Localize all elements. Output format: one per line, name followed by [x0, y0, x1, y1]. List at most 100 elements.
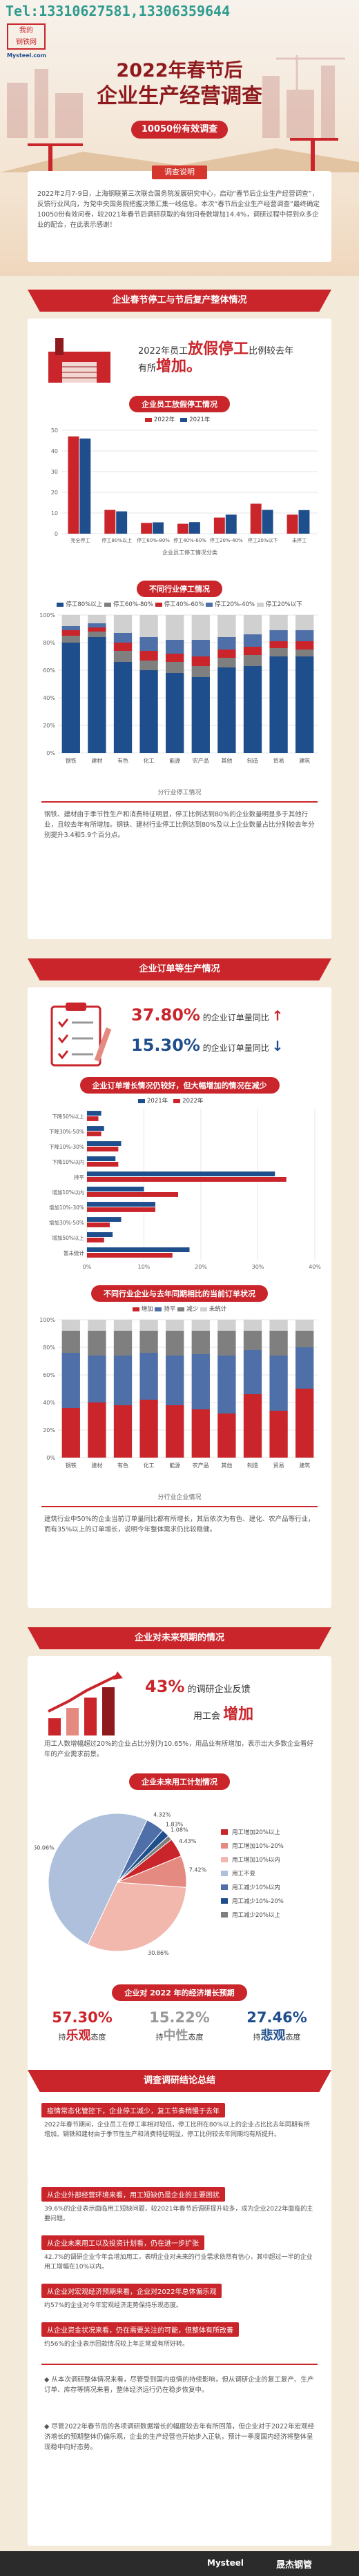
- stack-segment: [88, 632, 106, 637]
- stack-segment: [113, 1331, 133, 1356]
- legend-entry: 减少: [186, 1306, 200, 1313]
- chart-stop-work: 0 10 20 30 40 50 完全停工 停工80%以上 停工60%-80% 停工40%-60%…: [51, 427, 318, 556]
- legend-2021: 2021年: [189, 416, 211, 423]
- chart3-subtitle: 企业订单增长情况仍较好，但大幅增加的情况在减少: [28, 1077, 331, 1094]
- stack-segment: [113, 1405, 133, 1458]
- stack-segment: [269, 1411, 288, 1458]
- stack-segment: [191, 677, 210, 753]
- legend-swatch: [221, 1843, 228, 1849]
- finding-2-head: 从企业外部经营环境来看，用工短缺仍是企业的主要困扰: [41, 2187, 225, 2202]
- x-tick-label: 40%: [309, 1264, 321, 1270]
- stack-segment: [166, 1331, 184, 1356]
- optimistic-key: 乐观: [66, 2029, 91, 2043]
- stack-segment: [88, 1402, 106, 1458]
- legend-2021b: 2021年: [147, 1098, 168, 1105]
- bar: [87, 1187, 144, 1191]
- x-tick-label: 贸易: [273, 757, 284, 764]
- hero-title-line1: 2022年春节后: [116, 60, 243, 81]
- finding-1-head: 疫情常态化管控下，企业停工减少，复工节奏稍慢于去年: [41, 2103, 225, 2117]
- neutral-key: 中性: [163, 2029, 188, 2043]
- section1-banner: 企业春节停工与节后复产整体情况: [28, 290, 331, 312]
- stack-segment: [191, 656, 210, 666]
- stack-segment: [243, 1394, 262, 1458]
- stack-segment: [139, 1400, 158, 1458]
- x-tick-label: 制造: [247, 1462, 258, 1469]
- legend-entry: 增加: [141, 1306, 155, 1313]
- intro-tab: 调查说明: [152, 165, 207, 179]
- y-tick-label: 30: [51, 469, 58, 475]
- section3-note: 用工人数增幅超过20%的企业占比分别为10.65%，用品业有所增加，表示出大多数…: [44, 1740, 313, 1758]
- legend-swatch: [221, 1912, 228, 1918]
- stat1: 37.80% 的企业订单量同比 ↑: [131, 1005, 283, 1025]
- legend-entry: 未统计: [208, 1306, 227, 1313]
- bar: [87, 1253, 173, 1258]
- stack-segment: [295, 650, 314, 656]
- stack-segment: [61, 626, 80, 630]
- stack-segment: [113, 1320, 133, 1331]
- bar: [87, 1202, 155, 1207]
- finding-4-head: 从企业对宏观经济预期来看，企业对2022年总体偏乐观: [41, 2284, 222, 2298]
- factory-closed-icon: [48, 338, 110, 383]
- x-tick-label: 钢铁: [66, 757, 77, 764]
- headline-pre: 2022年员工: [138, 346, 188, 356]
- stack-segment: [166, 654, 184, 662]
- stack-segment: [295, 630, 314, 641]
- bar: [87, 1222, 110, 1227]
- bar: [87, 1131, 101, 1136]
- stack-segment: [61, 1320, 80, 1331]
- stack-segment: [61, 615, 80, 626]
- legend-entry: 用工增加20%以上: [232, 1829, 280, 1836]
- section5-banner: 调查调研结论总结: [28, 2070, 331, 2092]
- conclusion-bullet-2: ◆ 尽管2022年春节后的各项调研数据增长的幅度较去年有所回落，但企业对于202…: [44, 2423, 315, 2451]
- stack-segment: [295, 641, 314, 650]
- bar: [87, 1192, 178, 1197]
- stack-segment: [166, 1356, 184, 1405]
- stack-segment: [88, 1331, 106, 1356]
- stack-segment: [166, 1320, 184, 1331]
- bar: [68, 436, 79, 534]
- section5-banner-label: 调查调研结论总结: [143, 2075, 215, 2086]
- headline-suf: 有所: [138, 363, 157, 374]
- stack-segment: [243, 634, 262, 647]
- legend-swatch: [221, 1829, 228, 1835]
- chart4-caption: 分行业企业情况: [157, 1494, 202, 1501]
- stack-segment: [269, 656, 288, 753]
- section1-headline: 2022年员工放假停工比例较去年 有所增加。: [138, 342, 324, 376]
- legend-entry: 停工40%-60%: [164, 601, 206, 608]
- y-tick-label: 40: [51, 448, 58, 454]
- headline-text: 的调研企业反馈: [187, 1684, 251, 1695]
- headline-key2: 增加。: [156, 358, 202, 375]
- stack-segment: [191, 615, 210, 640]
- legend-entry: 停工20%-40%: [215, 601, 257, 608]
- finding-3: 从企业未来用工以及投资计划看，仍在进一步扩张 42.7%的调研企业今年会增加用工…: [41, 2235, 318, 2272]
- stack-segment: [113, 633, 133, 643]
- conclusion-bullet-1: ◆ 从本次调研整体情况来看，尽管受到国内疫情的持续影响，但从调研企业的复工复产、…: [44, 2376, 314, 2394]
- stat1-arrow: ↑: [271, 1007, 284, 1024]
- stack-segment: [166, 673, 184, 753]
- stack-segment: [88, 1356, 106, 1402]
- stat1-text: 的企业订单量同比: [202, 1013, 269, 1023]
- stack-segment: [243, 647, 262, 655]
- stack-segment: [113, 643, 133, 651]
- stack-segment: [139, 651, 158, 661]
- stack-segment: [243, 655, 262, 666]
- x-tick-label: 能源: [169, 1462, 180, 1469]
- y-tick-label: 0: [55, 531, 58, 537]
- stack-segment: [295, 1389, 314, 1458]
- section3-banner: 企业对未来预期的情况: [28, 1627, 331, 1649]
- section2-banner-label: 企业订单等生产情况: [139, 964, 220, 974]
- y-tick-label: 100%: [39, 612, 55, 618]
- pessimistic-key: 悲观: [260, 2029, 286, 2043]
- finding-3-head: 从企业未来用工以及投资计划看，仍在进一步扩张: [41, 2235, 204, 2250]
- contact-phone: Tel:13310627581,13306359644: [6, 3, 231, 19]
- skyline-illustration: [7, 55, 345, 138]
- finding-2: 从企业外部经营环境来看，用工短缺仍是企业的主要困扰 39.6%的企业表示面临用工…: [41, 2187, 318, 2224]
- y-tick-label: 80%: [43, 1345, 55, 1351]
- optimistic-value: 57.30%: [52, 2009, 113, 2026]
- bar: [87, 1156, 116, 1161]
- x-tick-label: 农产品: [193, 1462, 209, 1469]
- x-axis-label: 企业员工停工情况分类: [162, 549, 217, 556]
- slice-value-label: 30.86%: [148, 1950, 169, 1956]
- bar: [87, 1177, 287, 1182]
